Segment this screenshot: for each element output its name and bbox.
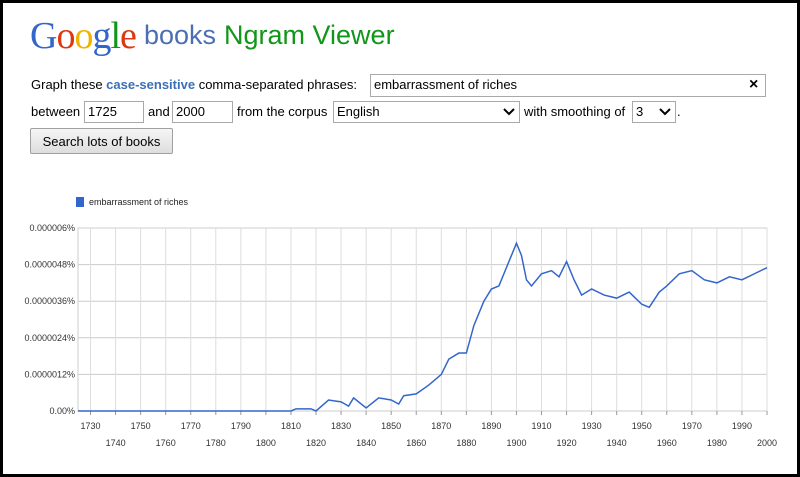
x-tick-label: 1880 [456,438,476,448]
phrase-value: embarrassment of riches [374,77,518,92]
y-tick-label: 0.0000024% [24,333,75,343]
clear-button[interactable]: × [749,76,759,93]
x-tick-label: 1920 [557,438,577,448]
series-line [78,241,768,412]
logo[interactable]: Google [30,15,137,57]
x-tick-label: 1850 [381,421,401,431]
y-tick-label: 0.0000036% [24,296,75,306]
x-tick-label: 1940 [607,438,627,448]
label-text: comma-separated phrases: [198,77,357,92]
x-tick-label: 1960 [657,438,677,448]
page-title: Ngram Viewer [224,20,395,50]
smoothing-label: with smoothing of [524,104,626,119]
x-tick-label: 1770 [181,421,201,431]
x-tick-label: 1860 [406,438,426,448]
label-emphasis: case-sensitive [106,77,196,92]
end-year-input[interactable]: 2000 [172,101,233,123]
product-name: books [144,20,217,50]
corpus-select[interactable]: English [333,101,520,123]
x-tick-label: 1730 [81,421,101,431]
x-tick-label: 1820 [306,438,326,448]
x-tick-label: 1790 [231,421,251,431]
x-tick-label: 1800 [256,438,276,448]
x-tick-label: 1870 [431,421,451,431]
legend-label: embarrassment of riches [89,197,189,207]
plot-area [77,227,768,412]
x-tick-label: 1950 [632,421,652,431]
y-tick-label: 0.00% [49,406,75,416]
x-tick-label: 1840 [356,438,376,448]
x-tick-label: 1830 [331,421,351,431]
start-year-input[interactable]: 1725 [84,101,144,123]
x-tick-label: 1760 [156,438,176,448]
y-tick-label: 0.0000048% [24,260,75,270]
smoothing-value: 3 [636,104,644,119]
phrase-label: Graph these case-sensitive comma-separat… [31,77,357,92]
corpus-label: from the corpus [237,104,328,119]
and-label: and [148,104,170,119]
x-tick-label: 1740 [106,438,126,448]
between-label: between [31,104,81,119]
period: . [677,104,681,119]
x-tick-label: 1750 [131,421,151,431]
phrase-input[interactable]: embarrassment of riches [370,74,766,97]
x-tick-label: 1980 [707,438,727,448]
end-year: 2000 [176,104,205,119]
x-tick-label: 1900 [506,438,526,448]
start-year: 1725 [88,104,117,119]
chart: 0.00% 0.0000012% 0.0000024% 0.0000036% 0.000… [24,197,777,448]
dropdown-arrow [503,108,515,116]
x-tick-label: 1810 [281,421,301,431]
x-tick-label: 1910 [531,421,551,431]
legend-swatch [76,197,84,207]
corpus-value: English [337,104,380,119]
x-tick-label: 2000 [757,438,777,448]
x-tick-label: 1990 [732,421,752,431]
y-tick-label: 0.000006% [29,223,75,233]
x-tick-label: 1780 [206,438,226,448]
x-tick-label: 1930 [582,421,602,431]
y-tick-label: 0.0000012% [24,369,75,379]
x-tick-label: 1890 [481,421,501,431]
search-button[interactable]: Search lots of books [30,128,173,154]
label-text: Graph these [31,77,103,92]
smoothing-select[interactable]: 3 [632,101,676,123]
dropdown-arrow [659,108,671,116]
x-tick-label: 1970 [682,421,702,431]
